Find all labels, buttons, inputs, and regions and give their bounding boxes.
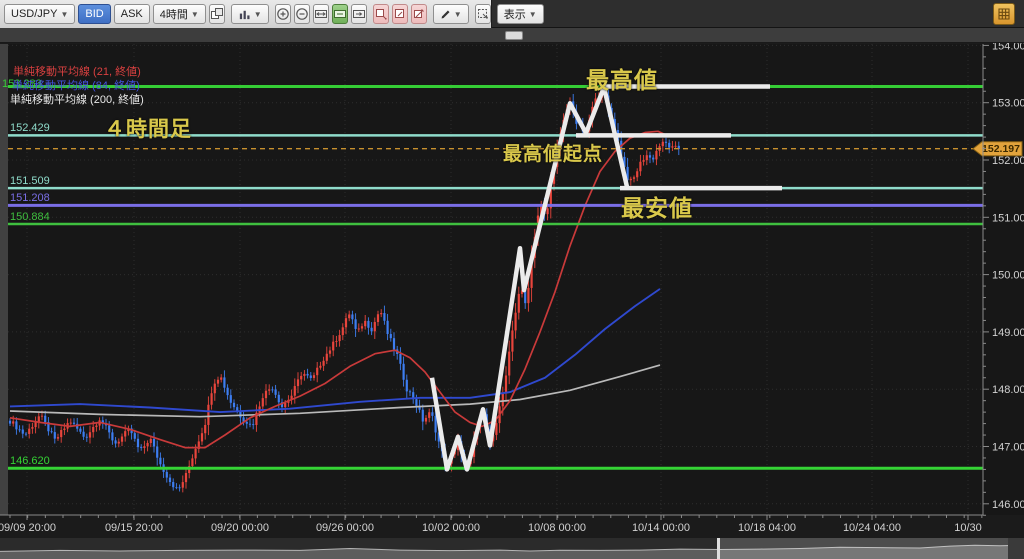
toolbar-button-panel: USD/JPY ▼ BID ASK 4時間 ▼ ▼ [0, 0, 544, 28]
chevron-down-icon: ▼ [60, 9, 69, 19]
navigator-sparkline[interactable] [0, 538, 1024, 559]
chevron-down-icon: ▼ [528, 9, 537, 19]
svg-text:10/18 04:00: 10/18 04:00 [738, 522, 796, 534]
timeframe-label: 4時間 [159, 9, 188, 21]
timeframe-select[interactable]: 4時間 ▼ [152, 4, 206, 24]
svg-text:10/08 00:00: 10/08 00:00 [528, 522, 586, 534]
ask-label: ASK [120, 8, 143, 20]
svg-text:149.000: 149.000 [992, 327, 1024, 339]
svg-text:154.000: 154.000 [992, 40, 1024, 52]
chevron-down-icon: ▼ [253, 9, 262, 19]
symbol-label: USD/JPY [11, 8, 58, 20]
chart-navigator[interactable] [0, 538, 1024, 559]
svg-text:152.000: 152.000 [992, 155, 1024, 167]
svg-text:152.197: 152.197 [982, 143, 1020, 155]
svg-text:09/26 00:00: 09/26 00:00 [316, 522, 374, 534]
delete-object-icon[interactable] [410, 4, 427, 24]
svg-text:151.000: 151.000 [992, 212, 1024, 224]
zoom-in-icon[interactable] [274, 4, 291, 24]
edit-object-icon[interactable] [391, 4, 408, 24]
svg-text:10/30: 10/30 [954, 522, 982, 534]
chart-area[interactable]: 152.197 154.000 153.000 152.000 151.000 150.0… [0, 40, 1024, 538]
svg-text:09/15 20:00: 09/15 20:00 [105, 522, 163, 534]
svg-text:10/14 00:00: 10/14 00:00 [632, 522, 690, 534]
bid-label: BID [85, 8, 104, 20]
svg-text:153.000: 153.000 [992, 98, 1024, 110]
chevron-down-icon: ▼ [453, 9, 462, 19]
fit-width-icon[interactable] [312, 4, 329, 24]
main-toolbar: USD/JPY ▼ BID ASK 4時間 ▼ ▼ [0, 0, 1024, 28]
chart-header-strip [0, 28, 1024, 43]
layout-grid-icon [998, 8, 1010, 20]
pan-right-icon[interactable] [350, 4, 367, 24]
svg-text:09/20 00:00: 09/20 00:00 [211, 522, 269, 534]
cursor-mode-icon[interactable] [474, 4, 491, 24]
zoom-out-icon[interactable] [293, 4, 310, 24]
draw-tool-select[interactable]: ▼ [432, 4, 469, 24]
chart-type-icon [239, 10, 250, 19]
symbol-select[interactable]: USD/JPY ▼ [4, 4, 76, 24]
svg-text:146.000: 146.000 [992, 499, 1024, 511]
ask-button[interactable]: ASK [113, 4, 150, 24]
fit-screen-icon[interactable] [331, 4, 348, 24]
add-object-icon[interactable] [372, 4, 389, 24]
chevron-down-icon: ▼ [190, 9, 199, 19]
layout-grid-button[interactable] [993, 3, 1015, 25]
pencil-icon [441, 10, 450, 18]
svg-text:150.000: 150.000 [992, 270, 1024, 282]
bid-button[interactable]: BID [78, 4, 111, 24]
svg-text:10/24 04:00: 10/24 04:00 [843, 522, 901, 534]
chart-type-select[interactable]: ▼ [230, 4, 269, 24]
display-label: 表示 [503, 9, 526, 21]
panel-collapse-handle[interactable] [505, 31, 523, 40]
candlestick-chart[interactable]: 152.197 154.000 153.000 152.000 151.000 150.0… [0, 40, 1024, 538]
svg-text:10/02 00:00: 10/02 00:00 [422, 522, 480, 534]
svg-text:148.000: 148.000 [992, 384, 1024, 396]
svg-text:09/09 20:00: 09/09 20:00 [0, 522, 56, 534]
compare-icon[interactable] [208, 4, 225, 24]
svg-text:147.000: 147.000 [992, 442, 1024, 454]
display-menu-button[interactable]: 表示 ▼ [496, 4, 544, 24]
